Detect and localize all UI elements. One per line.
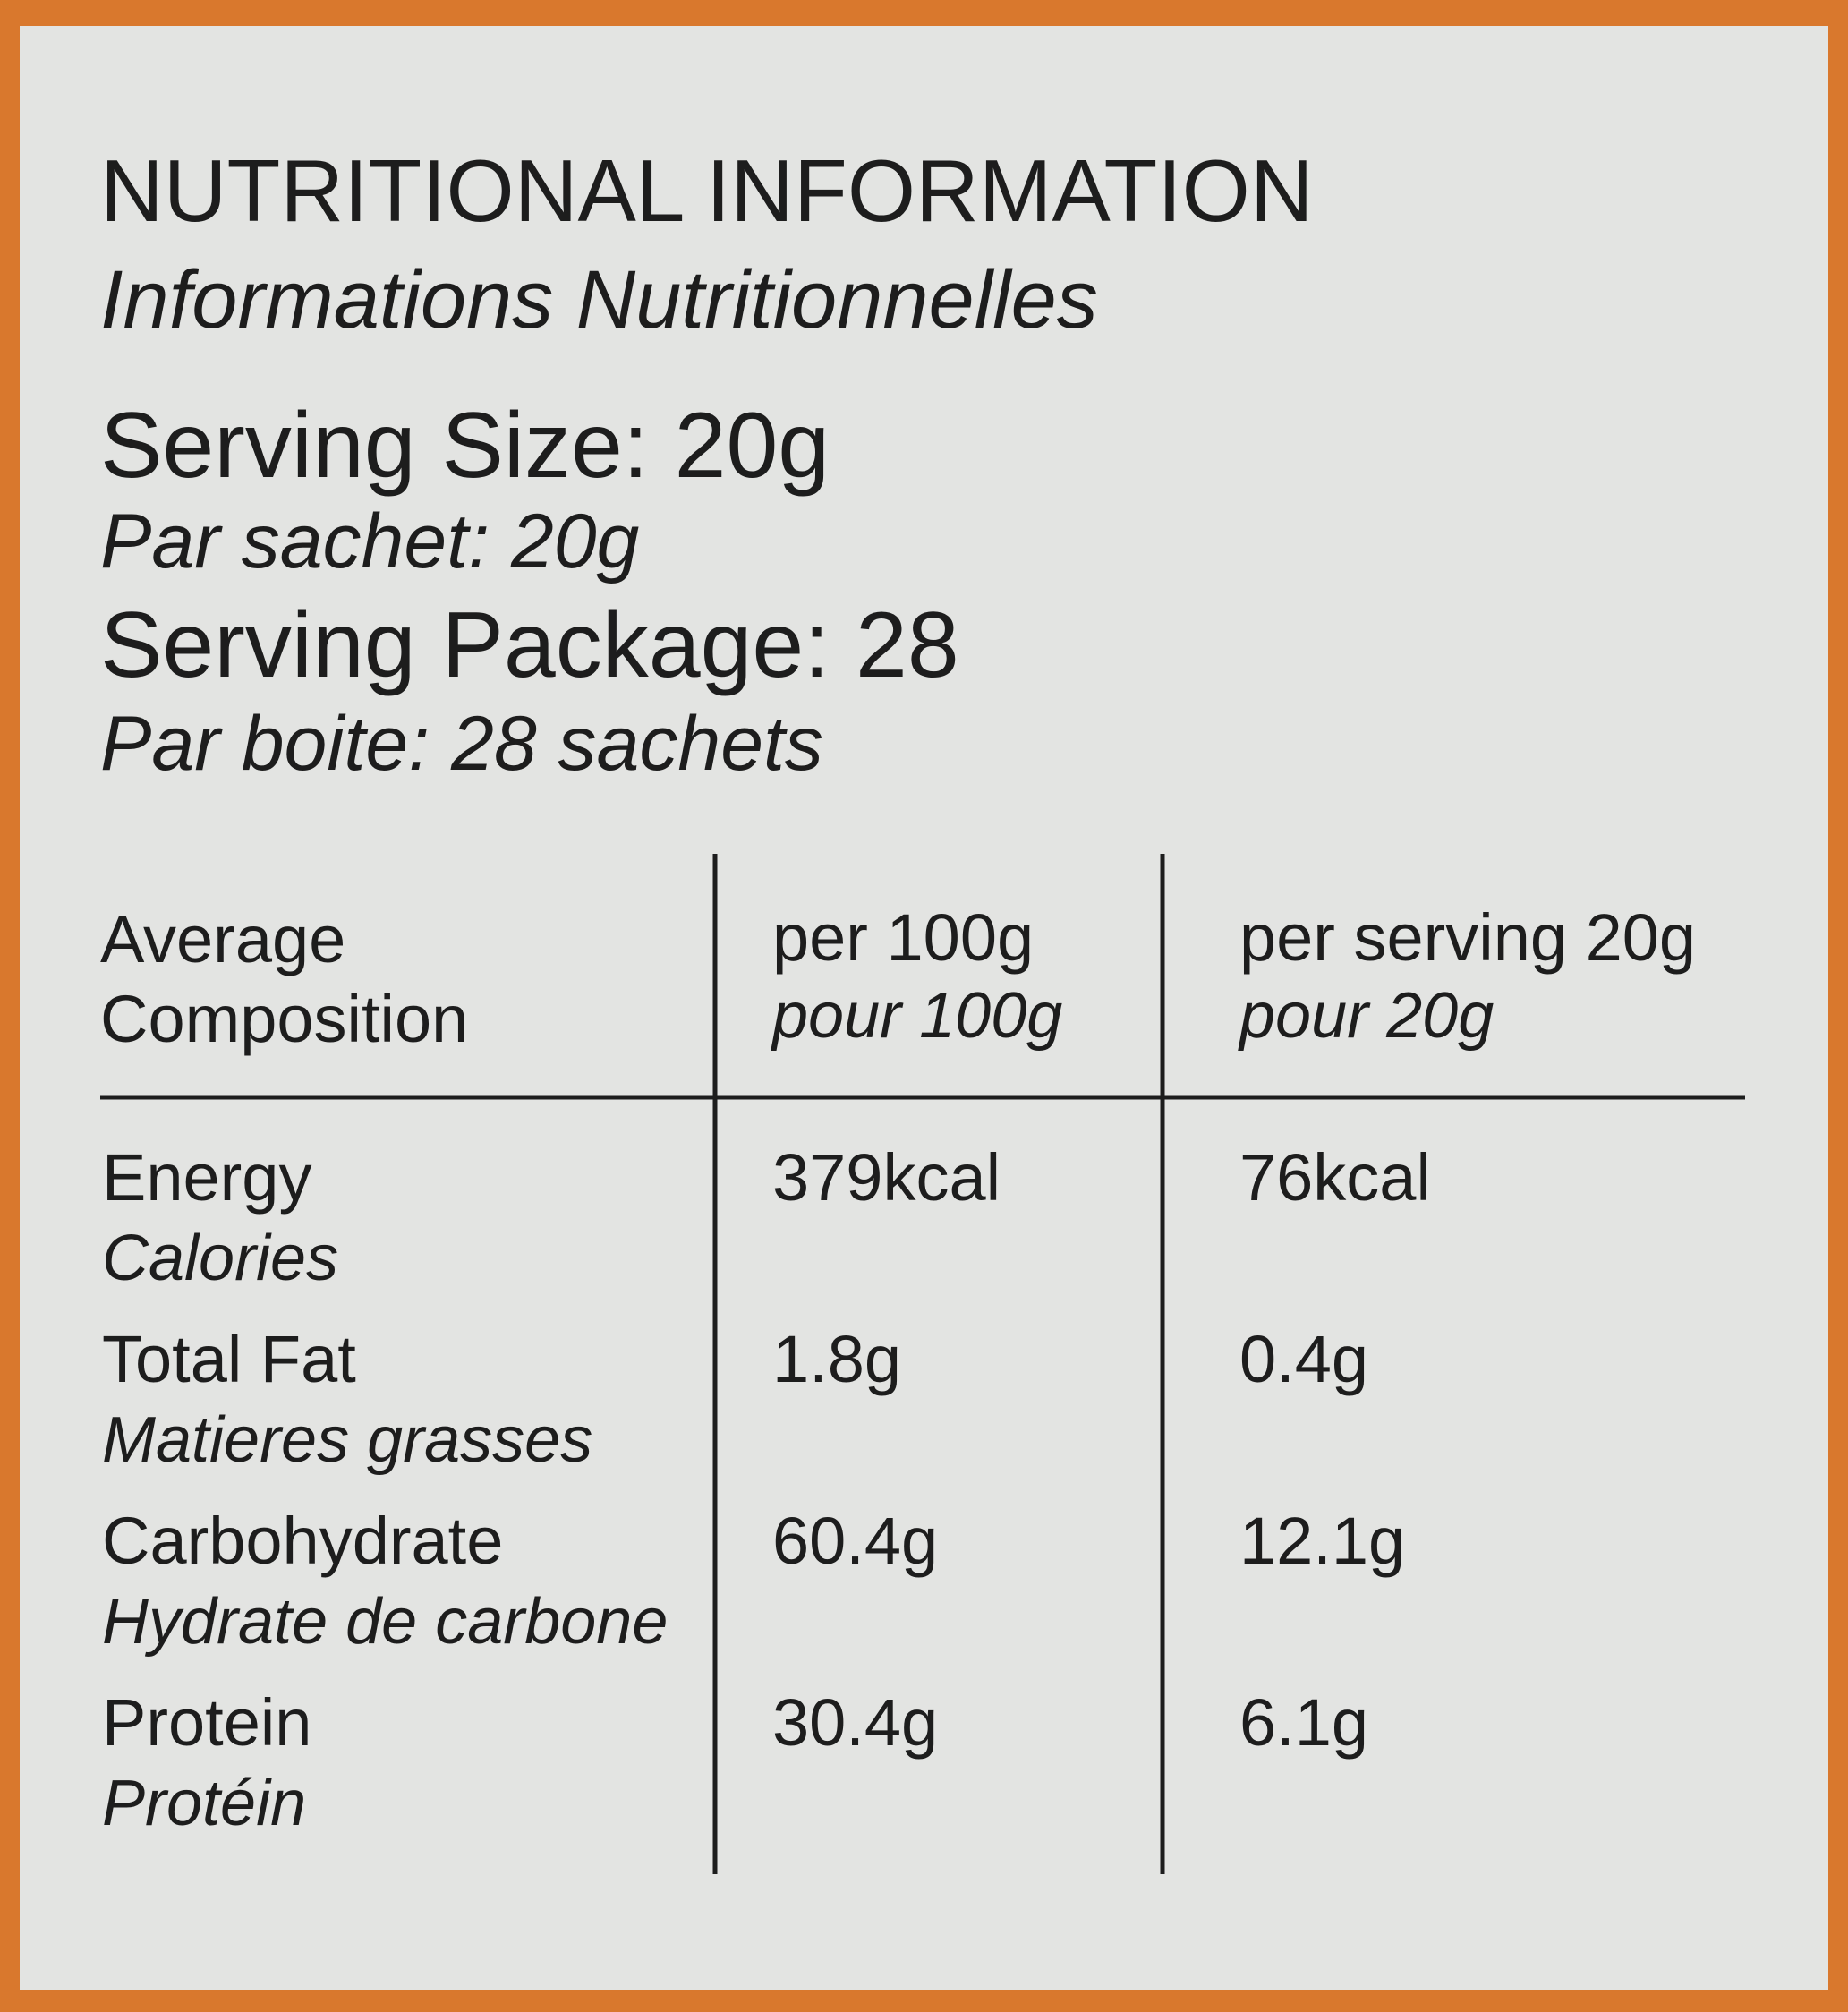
serving-size: Serving Size: 20g [100, 394, 830, 498]
serving-package-fr: Par boite: 28 sachets [100, 701, 823, 787]
value-per-serving: 12.1g [1239, 1504, 1405, 1578]
nutrient-name-fr: Calories [102, 1223, 338, 1294]
column-header: per 100g [772, 900, 1034, 975]
nutrient-name: Energy [102, 1140, 311, 1215]
serving-package: Serving Package: 28 [100, 593, 959, 697]
value-per-100g: 379kcal [772, 1140, 1001, 1215]
nutrient-name: Total Fat [102, 1322, 356, 1396]
column-header-fr: pour 20g [1238, 980, 1494, 1052]
value-per-100g: 1.8g [772, 1322, 901, 1396]
nutrient-name: Protein [102, 1685, 311, 1760]
serving-size-fr: Par sachet: 20g [100, 499, 640, 584]
value-per-100g: 30.4g [772, 1685, 938, 1760]
title: NUTRITIONAL INFORMATION [100, 141, 1314, 240]
panel-background [20, 26, 1828, 1990]
subtitle: Informations Nutritionnelles [100, 254, 1098, 345]
table-body: Energy Calories 379kcal 76kcal Total Fat Mati… [102, 1140, 1431, 1839]
value-per-100g: 60.4g [772, 1504, 938, 1578]
nutrient-name-fr: Protéin [102, 1768, 306, 1839]
nutrient-name-fr: Hydrate de carbone [102, 1586, 668, 1658]
nutrient-name-fr: Matieres grasses [102, 1404, 592, 1476]
nutrient-name: Carbohydrate [102, 1504, 503, 1578]
value-per-serving: 76kcal [1239, 1140, 1431, 1215]
column-header: Composition [100, 982, 468, 1056]
column-header: per serving 20g [1239, 900, 1696, 975]
value-per-serving: 0.4g [1239, 1322, 1368, 1396]
column-header: Average [100, 902, 345, 976]
column-header-fr: pour 100g [771, 980, 1062, 1052]
value-per-serving: 6.1g [1239, 1685, 1368, 1760]
